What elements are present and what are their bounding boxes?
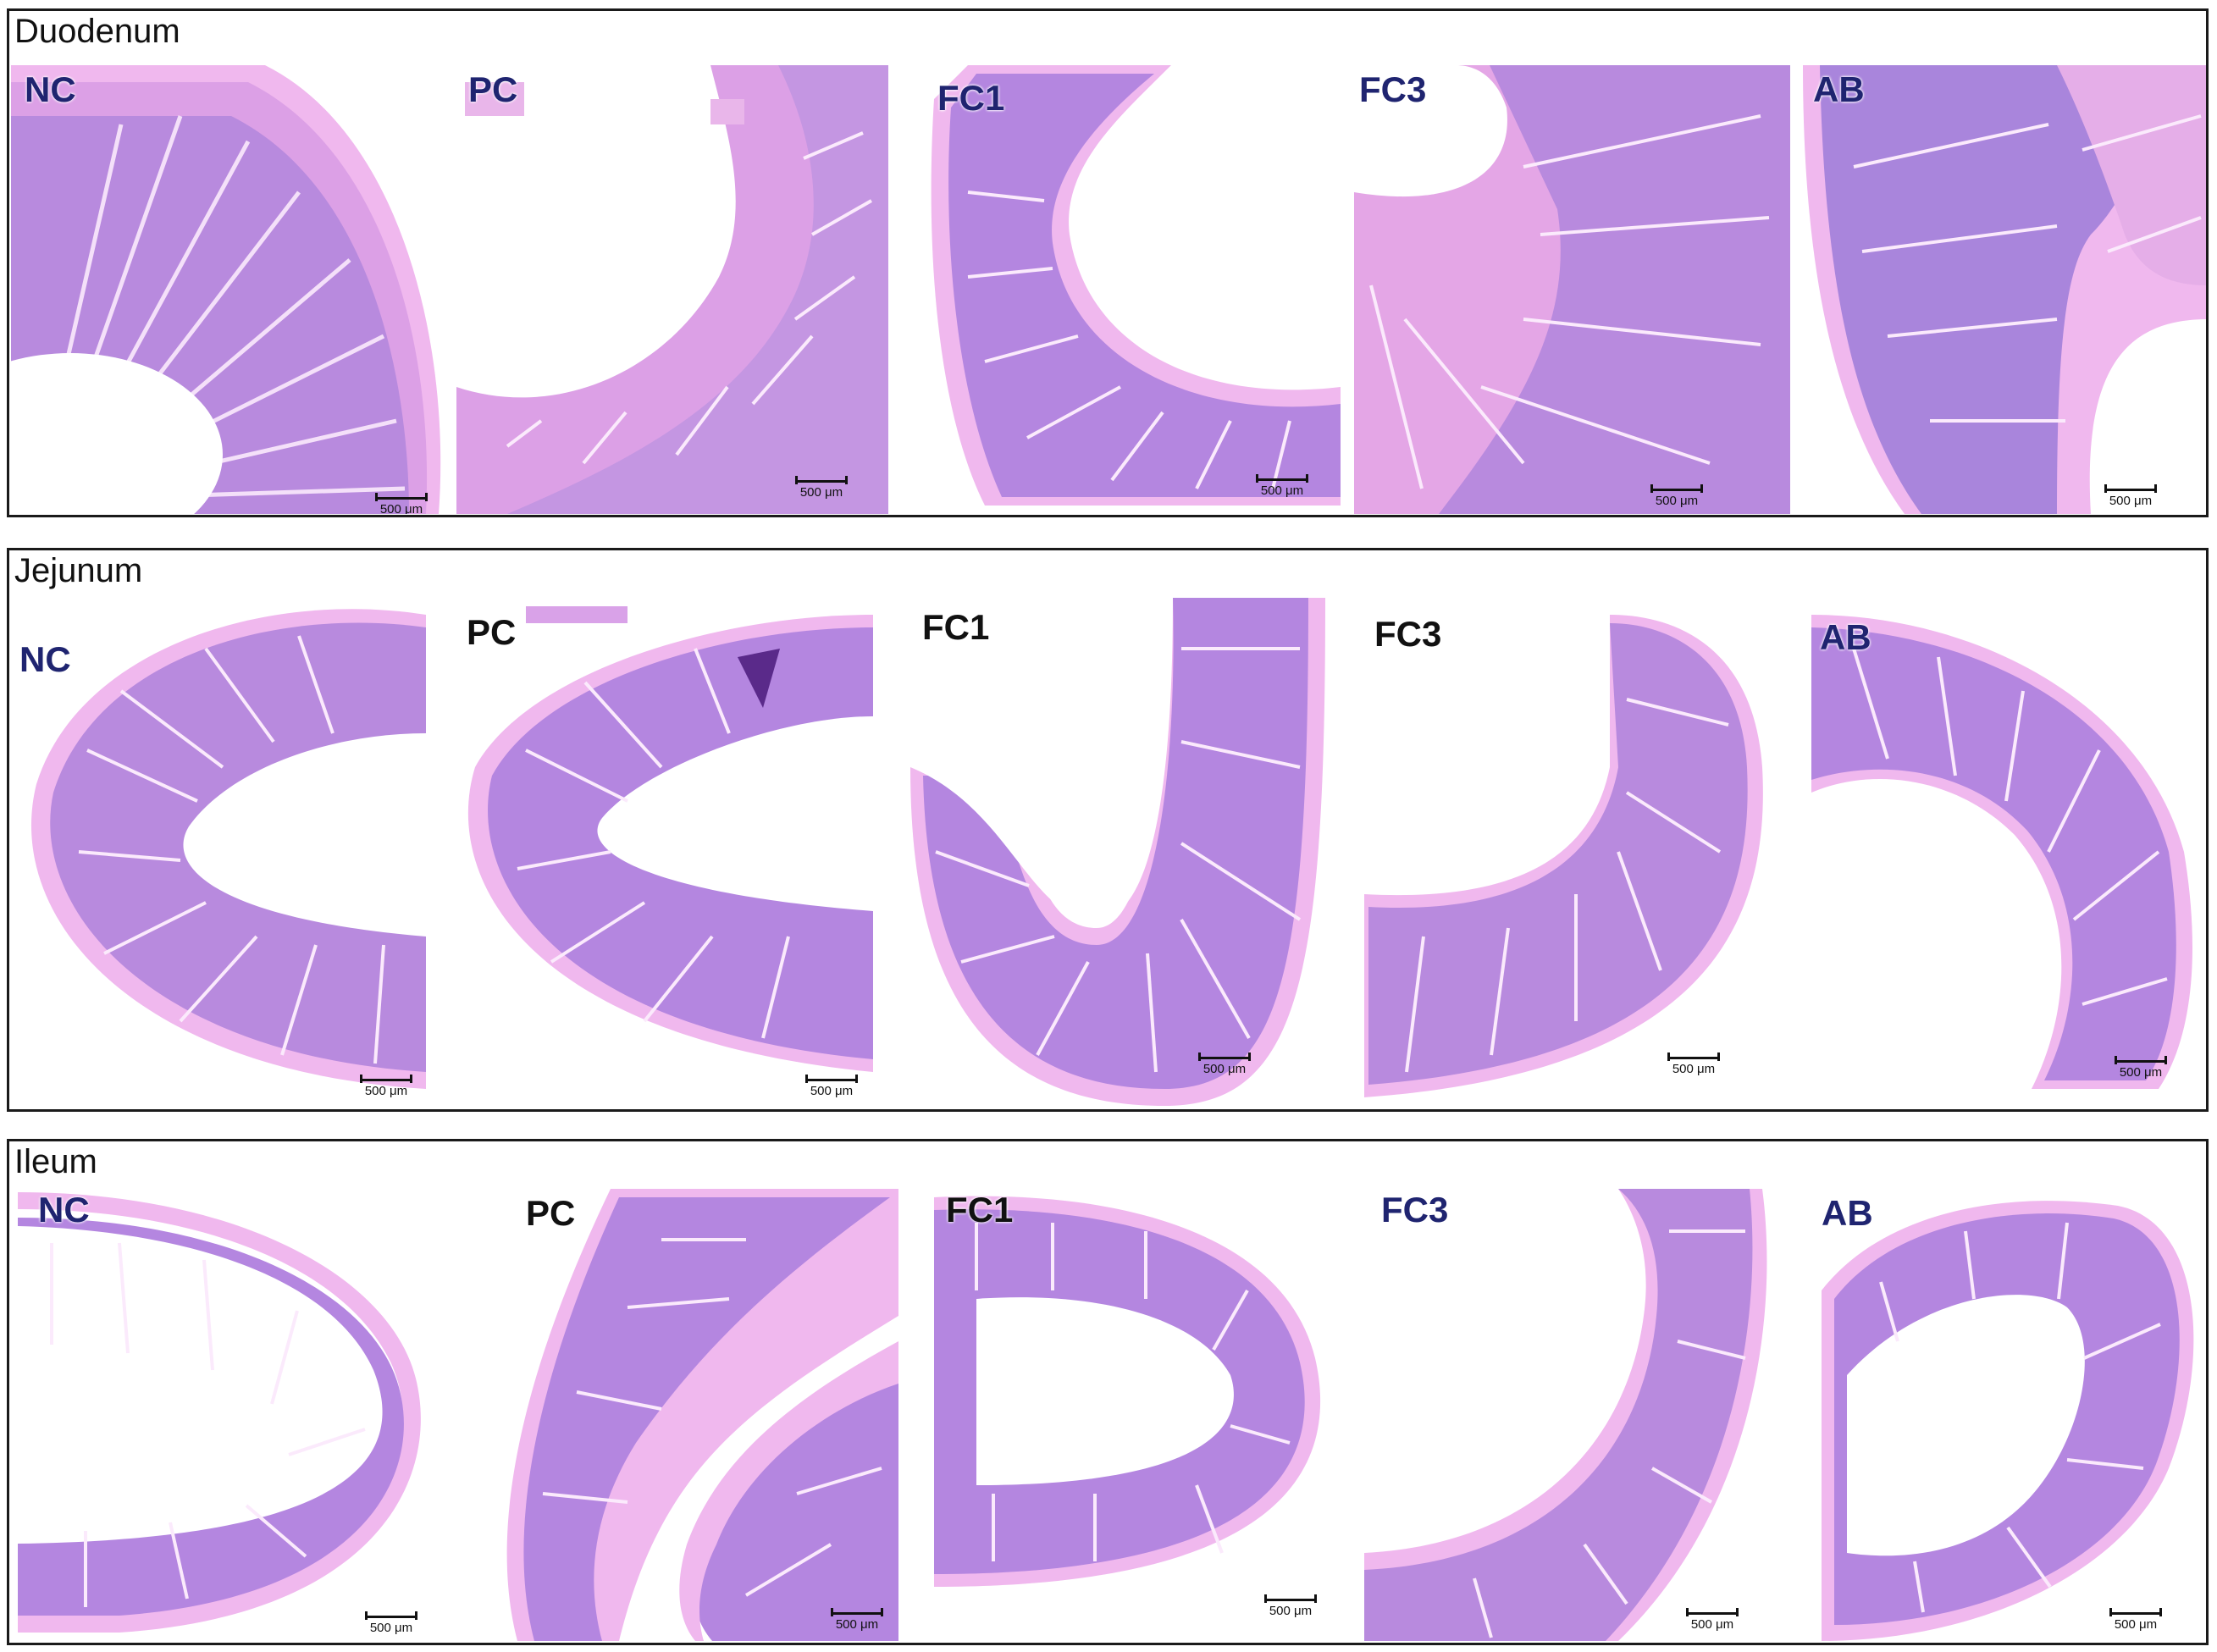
scale-bar-label: 500 μm [835,1617,879,1632]
scale-bar-label: 500 μm [1269,1604,1313,1618]
scale-bar-label: 500 μm [2119,1065,2163,1080]
panel-jejunum-pc: PC 500 μm [458,598,882,1106]
scale-bar: 500 μm [1256,474,1308,498]
panel-duodenum-nc: NC 500 μm [11,65,443,514]
panel-label: NC [25,69,76,109]
scale-bar-label: 500 μm [799,485,843,500]
histology-image [456,65,888,514]
panel-duodenum-pc: PC 500 μm [456,65,888,514]
scale-bar-label: 500 μm [379,502,423,514]
panel-ileum-fc3: FC3 500 μm [1364,1189,1779,1641]
panel-duodenum-ab: AB 500 μm [1803,65,2206,514]
panel-label: FC3 [1381,1190,1449,1229]
panel-label: FC1 [946,1190,1014,1229]
panel-label: FC3 [1374,614,1442,654]
section-title: Duodenum [14,13,180,50]
histology-image [934,1196,1321,1587]
scale-bar: 500 μm [1264,1594,1317,1618]
panel-duodenum-fc1: FC1 500 μm [917,65,1341,514]
panel-duodenum-fc3: FC3 500 μm [1354,65,1790,514]
panel-jejunum-ab: AB 500 μm [1803,598,2206,1106]
panel-label: NC [19,639,71,679]
histology-image [30,609,426,1089]
scale-bar: 500 μm [365,1611,417,1635]
panel-jejunum-fc1: FC1 500 μm [910,598,1334,1106]
scale-bar: 500 μm [831,1608,883,1632]
scale-bar: 500 μm [2109,1608,2162,1632]
scale-bar-label: 500 μm [1672,1062,1716,1076]
panel-jejunum-fc3: FC3 500 μm [1356,598,1771,1106]
scale-bar: 500 μm [1667,1053,1720,1076]
histology-image [1354,65,1790,514]
panel-label: PC [468,69,518,109]
section-title: Jejunum [14,552,143,589]
panel-label: FC3 [1359,69,1427,109]
section-ileum: Ileum NC 500 μm P [7,1139,2209,1645]
scale-bar-label: 500 μm [1690,1617,1734,1632]
panel-label: FC1 [937,78,1005,118]
scale-bar: 500 μm [1198,1053,1251,1076]
histology-image [1364,1189,1767,1641]
scale-bar-label: 500 μm [1260,483,1304,498]
histology-image [1364,615,1763,1097]
scale-bar: 500 μm [360,1075,412,1098]
panel-ileum-pc: PC 500 μm [492,1189,898,1641]
scale-bar: 500 μm [1650,484,1703,508]
section-title: Ileum [14,1143,97,1180]
panel-label: AB [1820,617,1871,657]
scale-bar-label: 500 μm [2109,494,2153,508]
histology-image [11,65,441,514]
scale-bar: 500 μm [795,476,848,500]
scale-bar: 500 μm [1686,1608,1739,1632]
panel-ileum-fc1: FC1 500 μm [926,1189,1332,1641]
section-jejunum: Jejunum NC 500 μm [7,548,2209,1112]
histology-image [467,606,873,1072]
scale-bar-label: 500 μm [1655,494,1699,508]
scale-bar: 500 μm [375,493,428,514]
scale-bar-label: 500 μm [1202,1062,1247,1076]
histology-image [931,65,1341,506]
panel-label: PC [467,612,517,652]
scale-bar: 500 μm [2115,1056,2167,1080]
scale-bar-label: 500 μm [369,1621,413,1635]
panel-label: AB [1813,69,1865,109]
histology-image [18,1192,421,1633]
panel-label: NC [38,1192,90,1229]
section-duodenum: Duodenum NC 500 μm [7,8,2209,517]
histology-image [506,1189,898,1641]
histology-image [910,598,1325,1106]
panel-label: PC [526,1193,576,1233]
panel-ileum-nc: NC 500 μm [18,1192,441,1641]
scale-bar: 500 μm [2104,484,2157,508]
scale-bar-label: 500 μm [810,1084,854,1098]
scale-bar-label: 500 μm [2114,1617,2158,1632]
panel-ileum-ab: AB 500 μm [1813,1189,2206,1641]
histology-image [1803,65,2206,514]
histology-image [1822,1201,2194,1641]
scale-bar: 500 μm [805,1075,858,1098]
panel-label: FC1 [922,607,990,647]
panel-label: AB [1822,1193,1873,1233]
scale-bar-label: 500 μm [364,1084,408,1098]
panel-jejunum-nc: NC 500 μm [11,598,434,1106]
histology-image [1811,615,2192,1089]
